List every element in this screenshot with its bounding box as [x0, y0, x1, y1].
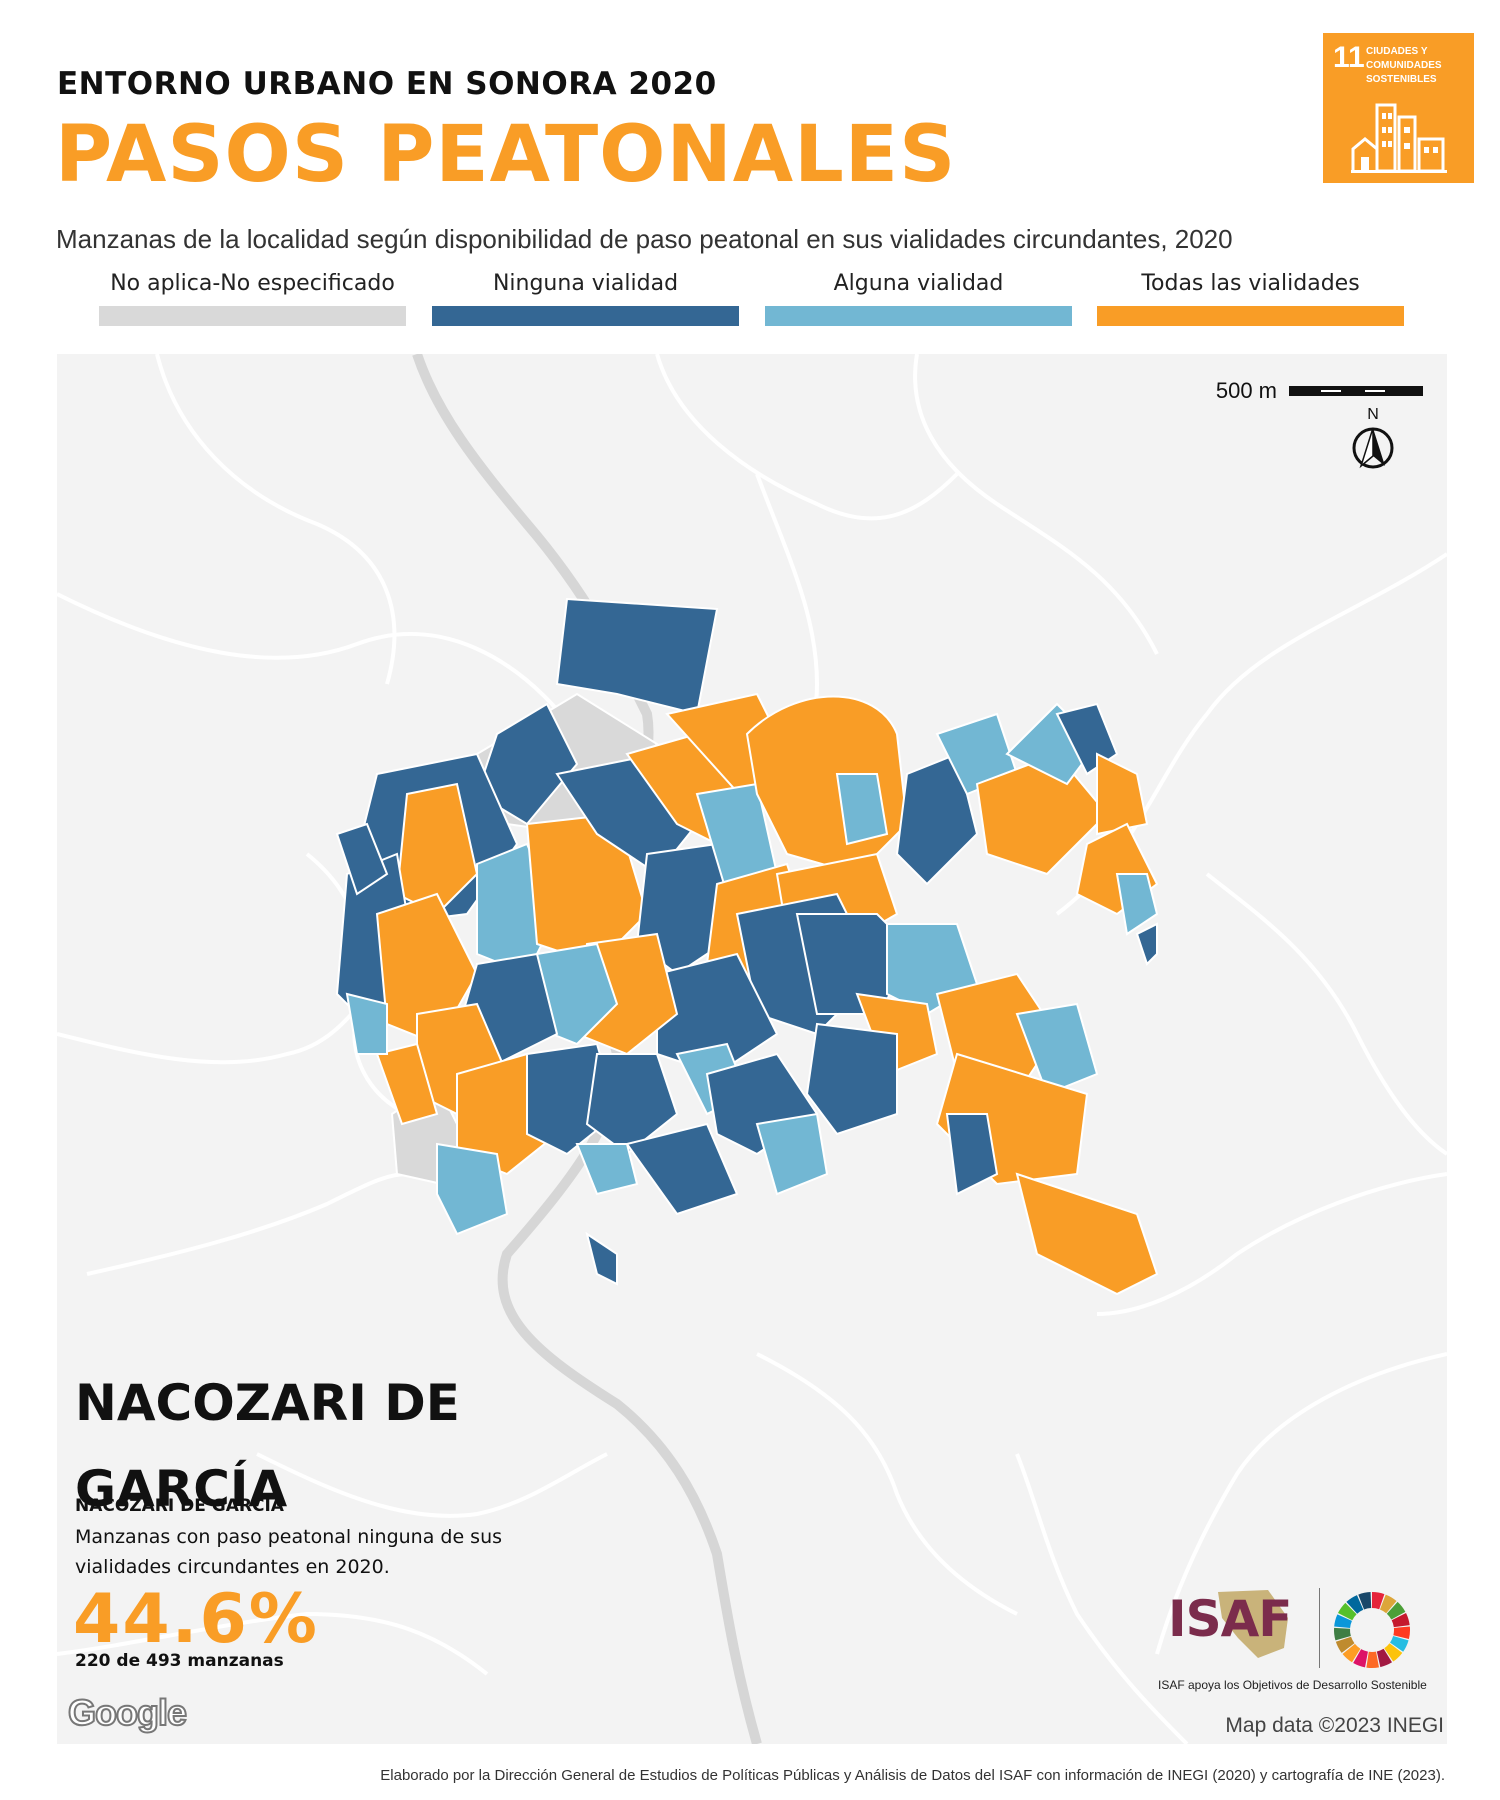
block-ninguna	[805, 1022, 898, 1136]
isaf-label: ISAF	[1168, 1590, 1292, 1648]
sdg-wheel-segment	[1334, 1627, 1351, 1641]
legend-swatch	[765, 306, 1072, 326]
logo-divider	[1319, 1588, 1320, 1668]
north-arrow: N	[1351, 406, 1395, 474]
footer-credit: Elaborado por la Dirección General de Es…	[380, 1767, 1445, 1784]
locality-title: NACOZARI DE GARCÍA	[75, 1374, 460, 1518]
legend-swatch	[432, 306, 739, 326]
legend-item-alguna: Alguna vialidad	[765, 268, 1072, 326]
block-ninguna	[555, 597, 719, 716]
stat-count: 220 de 493 manzanas	[75, 1651, 284, 1671]
block-alguna	[345, 992, 388, 1055]
sdg-wheel-segment	[1335, 1636, 1355, 1653]
page-title: PASOS PEATONALES	[55, 110, 957, 200]
map-canvas[interactable]: 500 m N NACOZARI DE GARCÍA NACOZARI DE G…	[57, 354, 1447, 1744]
block-ninguna	[585, 1053, 679, 1156]
google-logo: Google	[67, 1691, 188, 1734]
sdg-wheel-segment	[1353, 1649, 1368, 1668]
scale-label: 500 m	[1215, 378, 1277, 403]
sdg-wheel-segment	[1337, 1602, 1357, 1621]
block-ninguna	[625, 1122, 739, 1216]
scale-bar: 500 m	[1216, 378, 1423, 404]
legend-label: Ninguna vialidad	[492, 271, 679, 296]
basemap	[57, 354, 1447, 1744]
sdg-wheel-segment	[1384, 1643, 1403, 1662]
sdg-11-badge: 11 CIUDADES Y COMUNIDADES SOSTENIBLES	[1323, 33, 1474, 183]
sdg-wheel-segment	[1372, 1592, 1385, 1610]
kicker-title: ENTORNO URBANO EN SONORA 2020	[57, 66, 717, 102]
sdg-wheel-segment	[1346, 1595, 1364, 1614]
block-todas	[375, 1042, 439, 1126]
map-attribution: Map data ©2023 INEGI	[1225, 1714, 1444, 1737]
sdg-wheel-segment	[1379, 1594, 1397, 1614]
stat-description: Manzanas con paso peatonal ninguna de su…	[75, 1526, 503, 1578]
block-todas	[1015, 1172, 1159, 1296]
sdg-wheel-segment	[1366, 1651, 1379, 1668]
block-ninguna	[1135, 922, 1158, 966]
sdg-wheel-icon	[1334, 1592, 1410, 1668]
sonora-map-icon	[1218, 1590, 1288, 1658]
legend-item-no-aplica: No aplica-No especificado	[99, 268, 406, 326]
sdg-wheel-segment	[1393, 1626, 1410, 1640]
sdg-wheel-segment	[1390, 1636, 1409, 1652]
north-label: N	[1367, 406, 1379, 423]
block-alguna	[1115, 873, 1159, 936]
city-buildings-icon	[1351, 103, 1447, 173]
block-alguna	[755, 1112, 829, 1196]
block-ninguna	[945, 1113, 999, 1196]
isaf-caption: ISAF apoya los Objetivos de Desarrollo S…	[1158, 1678, 1427, 1692]
legend-label: Alguna vialidad	[833, 271, 1004, 296]
sdg-wheel-segment	[1391, 1613, 1410, 1628]
isaf-logo: ISAF	[1168, 1588, 1308, 1660]
sdg-text: CIUDADES Y COMUNIDADES SOSTENIBLES	[1366, 46, 1442, 85]
city-blocks	[335, 597, 1159, 1296]
sdg-number: 11	[1333, 41, 1365, 74]
block-alguna	[1015, 1002, 1099, 1096]
road-network	[57, 354, 1447, 1744]
legend-label: Todas las vialidades	[1141, 271, 1360, 296]
legend-label: No aplica-No especificado	[110, 271, 395, 296]
block-ninguna	[335, 822, 389, 896]
sdg-wheel-segment	[1334, 1614, 1352, 1628]
sdg-wheel-segment	[1358, 1592, 1372, 1610]
compass-arrow-icon	[1352, 427, 1394, 469]
legend-item-ninguna: Ninguna vialidad	[432, 268, 739, 326]
map-legend: No aplica-No especificado Ninguna vialid…	[99, 268, 1404, 328]
sdg-wheel-segment	[1376, 1648, 1393, 1668]
legend-swatch	[99, 306, 406, 326]
sdg-wheel-segment	[1386, 1601, 1406, 1620]
locality-subtitle: NACOZARI DE GARCÍA	[75, 1496, 284, 1516]
block-todas	[1096, 752, 1149, 836]
block-alguna	[436, 1142, 509, 1236]
legend-swatch	[1097, 306, 1404, 326]
sdg-wheel-segment	[1342, 1643, 1361, 1663]
legend-item-todas: Todas las vialidades	[1097, 268, 1404, 326]
block-ninguna	[656, 952, 779, 1076]
block-ninguna	[585, 1231, 618, 1286]
block-alguna	[575, 1143, 639, 1196]
scale-bar-graphic	[1289, 386, 1423, 396]
stat-percentage: 44.6%	[73, 1580, 319, 1659]
map-subtitle: Manzanas de la localidad según disponibi…	[56, 224, 1233, 254]
block-alguna	[835, 773, 889, 846]
